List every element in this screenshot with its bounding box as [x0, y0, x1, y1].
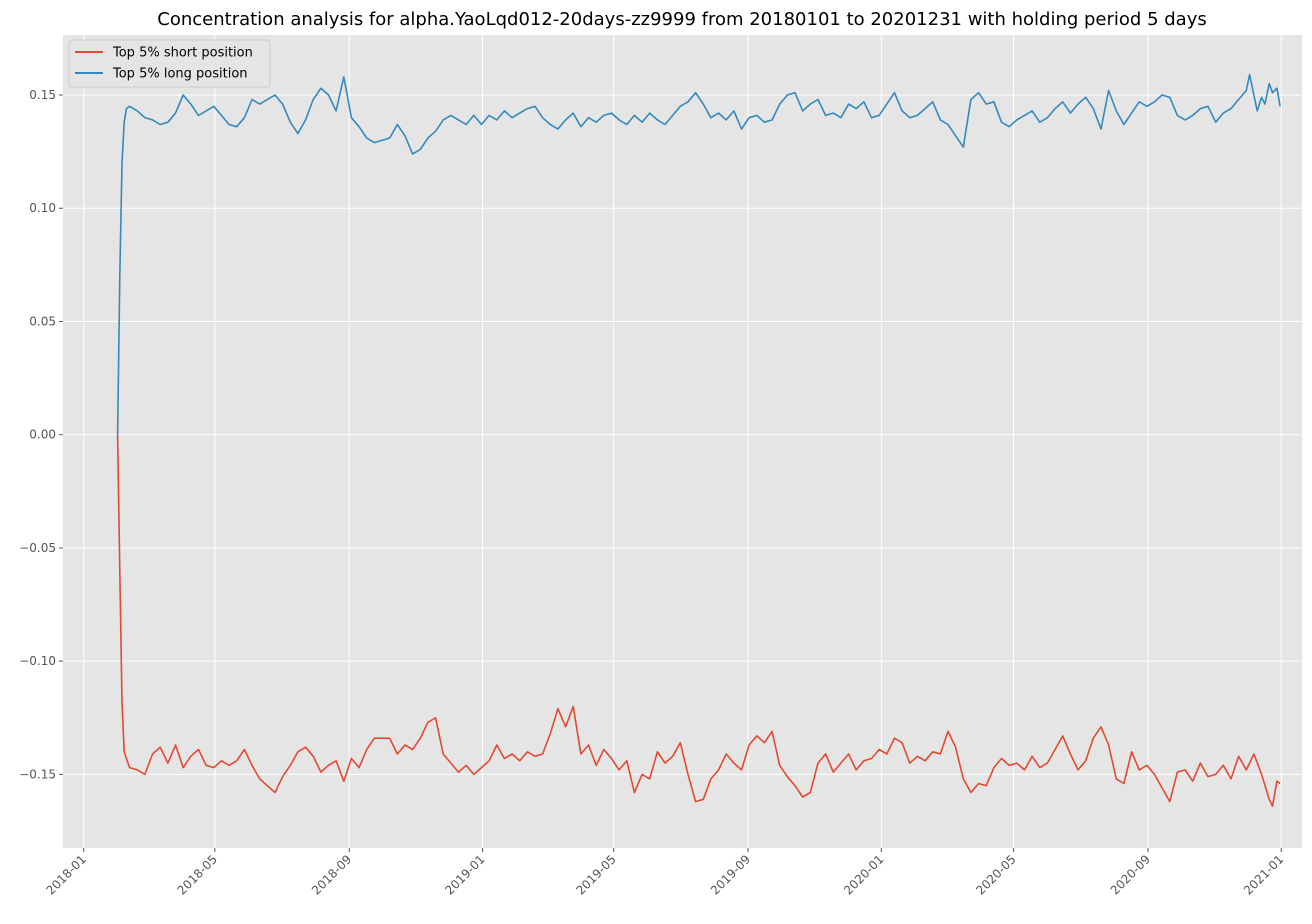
series-line-short: [116, 434, 1281, 807]
x-tick-label: 2018-01: [44, 852, 89, 897]
legend-box: [68, 39, 271, 88]
legend-label-short: Top 5% short position: [112, 46, 253, 61]
x-tick-label: 2021-01: [1241, 852, 1286, 897]
grid-lines: [63, 35, 1302, 848]
y-tick-label: −0.05: [19, 541, 56, 555]
legend-label-long: Top 5% long position: [112, 67, 248, 82]
x-tick-label: 2018-05: [175, 852, 220, 897]
y-tick-label: 0.05: [29, 314, 56, 328]
x-tick-label: 2020-09: [1108, 852, 1153, 897]
x-tick-label: 2019-05: [573, 852, 618, 897]
series-line-long: [116, 73, 1281, 435]
x-tick-label: 2020-05: [973, 852, 1018, 897]
y-axis-ticks: −0.15 −0.10 −0.05 0.00 0.05 0.10 0.15: [19, 88, 63, 781]
y-tick-label: −0.15: [19, 767, 56, 781]
y-tick-label: −0.10: [19, 654, 56, 668]
x-tick-label: 2020-01: [841, 852, 886, 897]
x-tick-label: 2019-09: [708, 852, 753, 897]
x-tick-label: 2018-09: [309, 852, 354, 897]
y-tick-label: 0.00: [29, 428, 56, 442]
x-tick-label: 2019-01: [442, 852, 487, 897]
y-tick-label: 0.10: [29, 201, 56, 215]
chart-title: Concentration analysis for alpha.YaoLqd0…: [157, 9, 1206, 30]
legend: Top 5% short position Top 5% long positi…: [68, 39, 271, 88]
x-axis-ticks: 2018-01 2018-05 2018-09 2019-01 2019-05 2019-…: [44, 848, 1286, 898]
series-layer: [116, 73, 1281, 807]
y-tick-label: 0.15: [29, 88, 56, 102]
plot-area-background: [63, 35, 1302, 848]
